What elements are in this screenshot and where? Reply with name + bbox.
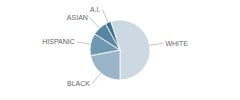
svg-text:ASIAN: ASIAN <box>67 14 88 21</box>
svg-text:HISPANIC: HISPANIC <box>42 38 75 45</box>
svg-text:BLACK: BLACK <box>67 80 90 87</box>
svg-text:WHITE: WHITE <box>165 40 188 47</box>
svg-text:A.I.: A.I. <box>90 6 101 13</box>
